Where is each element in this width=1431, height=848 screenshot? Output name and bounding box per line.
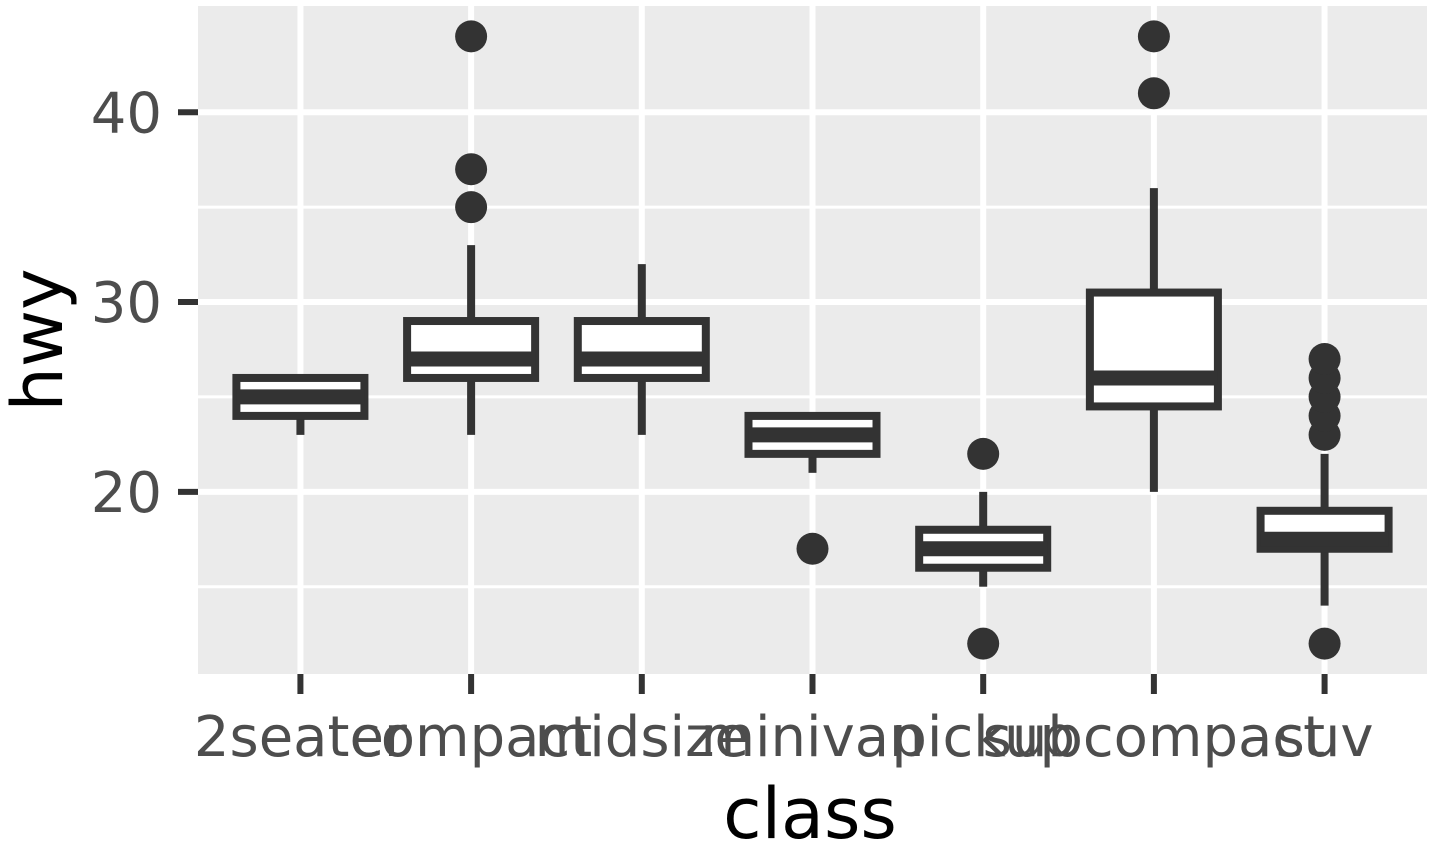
x-tick-label: compact <box>350 705 592 770</box>
outlier-point <box>455 153 488 186</box>
outlier-point <box>1308 342 1341 375</box>
outlier-point <box>1137 20 1170 53</box>
outlier-point <box>455 191 488 224</box>
outlier-point <box>796 532 829 565</box>
x-tick-label: midsize <box>535 705 749 770</box>
y-tick-label: 30 <box>91 271 162 336</box>
x-axis-title: class <box>723 773 897 848</box>
box-midsize <box>573 264 710 435</box>
y-tick-label: 40 <box>91 81 162 146</box>
y-axis: 20 30 40 <box>91 81 198 526</box>
outlier-point <box>455 20 488 53</box>
outlier-point <box>1308 627 1341 660</box>
x-tick-label: 2seater <box>194 705 408 770</box>
x-axis: 2seatercompactmidsizeminivanpickupsubcom… <box>194 674 1374 770</box>
y-axis-title: hwy <box>0 268 79 411</box>
outlier-point <box>1137 77 1170 110</box>
box-minivan <box>744 411 881 565</box>
x-tick-label: minivan <box>700 705 924 770</box>
x-tick-label: subcompact <box>983 705 1325 770</box>
box-2seater <box>232 373 369 435</box>
box-iqr <box>1085 288 1222 411</box>
box-iqr <box>403 317 540 382</box>
boxes-layer <box>232 20 1393 660</box>
outlier-point <box>967 627 1000 660</box>
box-compact <box>403 20 540 435</box>
x-tick-label: pickup <box>891 705 1075 770</box>
box-subcompact <box>1085 20 1222 492</box>
outlier-point <box>967 437 1000 470</box>
box-iqr <box>573 317 710 382</box>
x-tick-label: suv <box>1276 705 1374 770</box>
box-pickup <box>915 437 1052 660</box>
box-suv <box>1256 342 1393 660</box>
y-tick-label: 20 <box>91 461 162 526</box>
